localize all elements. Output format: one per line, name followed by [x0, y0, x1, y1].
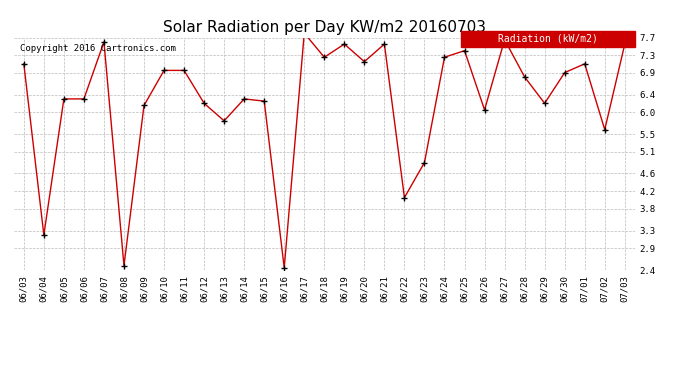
Text: Copyright 2016 Cartronics.com: Copyright 2016 Cartronics.com [20, 45, 176, 54]
Text: Radiation (kW/m2): Radiation (kW/m2) [498, 34, 598, 44]
Title: Solar Radiation per Day KW/m2 20160703: Solar Radiation per Day KW/m2 20160703 [163, 20, 486, 35]
Bar [461, 30, 635, 47]
